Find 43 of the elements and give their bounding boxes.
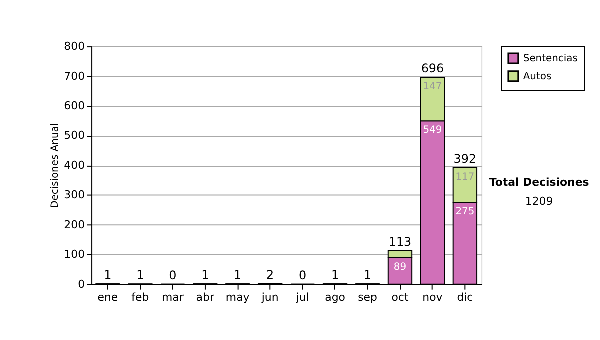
y-tick-label: 700 [64,70,86,83]
total-label: 0 [169,268,177,282]
y-tick-label: 800 [64,40,86,54]
total-label: 2 [266,268,274,282]
data-label: 549 [423,125,442,136]
total-label: 113 [388,234,412,249]
y-axis-title: Decisiones Anual [50,123,62,208]
y-tick-label: 400 [64,158,86,172]
x-tick-label: feb [132,290,150,304]
y-tick-label: 600 [64,99,86,112]
legend-label: Autos [523,71,552,82]
x-tick-label: jun [260,290,279,304]
y-tick-label: 200 [64,218,86,232]
total-label: 0 [299,268,307,282]
text: 1209 [525,194,554,208]
x-tick-label: ene [98,290,118,304]
legend-label: Sentencias [523,53,578,64]
text: Total Decisiones [489,176,590,189]
total-label: 696 [421,61,444,76]
y-tick-label: 0 [78,278,86,291]
x-tick-label: dic [457,290,474,304]
x-tick-label: nov [422,290,444,304]
total-label: 1 [136,268,144,282]
x-tick-label: oct [392,290,410,304]
total-label: 1 [331,268,340,282]
x-tick-label: sep [358,290,378,304]
data-label: 117 [456,172,475,183]
data-label: 89 [394,262,407,273]
x-tick-label: may [226,290,250,304]
x-tick-label: mar [162,290,184,304]
x-tick-label: ago [325,290,346,304]
total-label: 1 [202,268,210,282]
x-tick-label: jul [295,290,310,304]
x-tick-label: abr [196,290,215,304]
data-label: 147 [423,81,442,92]
y-tick-label: 300 [64,188,86,202]
total-label: 392 [454,152,477,166]
data-label: 275 [456,206,475,218]
y-tick-label: 500 [64,129,86,142]
total-label: 1 [364,268,372,282]
total-label: 1 [234,268,242,282]
y-tick-label: 100 [64,248,86,262]
total-label: 1 [104,268,112,282]
